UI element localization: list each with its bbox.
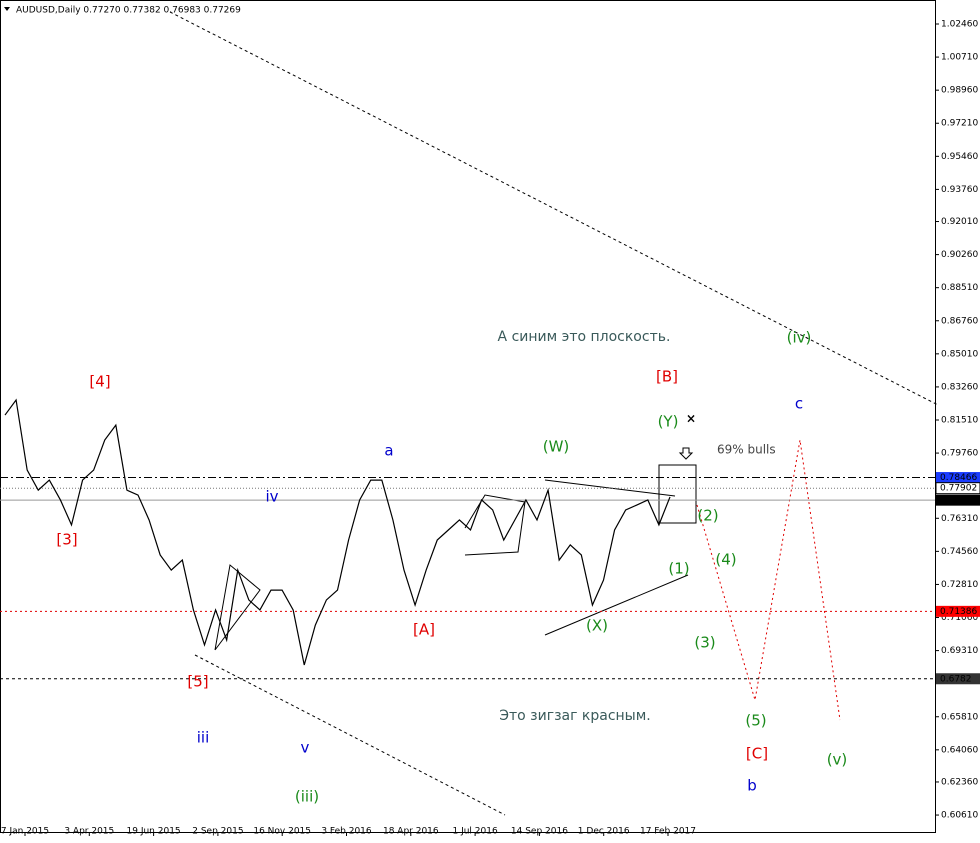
y-tick-label: 0.69310	[941, 646, 978, 656]
y-tick-label: 0.71060	[941, 613, 978, 623]
y-tick-label: 0.83260	[941, 382, 978, 392]
x-tick-label: 2 Sep 2015	[192, 827, 243, 837]
wave-label: iii	[197, 729, 210, 747]
y-tick-label: 0.95460	[941, 152, 978, 162]
price-tag	[935, 482, 980, 495]
x-tick-label: 3 Apr 2015	[64, 827, 114, 837]
trend-line	[194, 654, 506, 816]
wave-label: (1)	[668, 560, 689, 578]
y-tick-label: 0.76310	[941, 514, 978, 524]
x-tick-label: 18 Apr 2016	[383, 827, 439, 837]
price-tag	[936, 472, 980, 484]
x-tick-label: 1 Dec 2016	[578, 827, 630, 837]
wave-label: (v)	[827, 751, 848, 769]
y-tick-label: 0.88510	[941, 283, 978, 293]
wave-label: 69% bulls	[717, 443, 776, 457]
y-tick-label: 0.79760	[941, 449, 978, 459]
wave-label: [C]	[746, 745, 768, 763]
wave-label: (4)	[715, 551, 736, 569]
y-tick-label: 0.92010	[941, 217, 978, 227]
wave-label: Это зигзаг красным.	[499, 708, 651, 724]
wave-label: [B]	[656, 368, 678, 386]
price-tag	[936, 494, 980, 506]
x-tick-label: 1 Jul 2016	[452, 827, 497, 837]
price-tag-label: 0.77269	[940, 496, 977, 506]
price-tag	[936, 673, 980, 685]
wave-label: c	[795, 395, 803, 413]
x-tick-label: 16 Nov 2015	[253, 827, 311, 837]
x-tick-label: 14 Sep 2016	[511, 827, 568, 837]
y-tick-label: 0.85010	[941, 349, 978, 359]
x-tick-label: 19 Jun 2015	[127, 827, 181, 837]
wave-label: (iv)	[787, 329, 812, 347]
wave-label: b	[747, 777, 757, 795]
y-tick-label: 0.62360	[941, 777, 978, 787]
wave-label: А синим это плоскость.	[498, 329, 671, 345]
y-tick-label: 0.81510	[941, 415, 978, 425]
y-tick-label: 0.86760	[941, 316, 978, 326]
price-tag-label: 0.78466	[940, 473, 977, 483]
price-tag-label: 0.6782	[940, 674, 972, 684]
wave-label: v	[301, 739, 310, 757]
price-tag	[936, 605, 980, 617]
wave-label: (3)	[694, 634, 715, 652]
price-line	[4, 398, 671, 666]
projection	[696, 439, 841, 721]
price-tag-label: 0.77902	[940, 484, 977, 494]
y-tick-label: 0.98960	[941, 86, 978, 96]
box	[658, 464, 697, 524]
y-tick-label: 0.74560	[941, 547, 978, 557]
cross: ×	[686, 412, 696, 426]
y-tick-label: 0.97210	[941, 119, 978, 129]
wave-label: [A]	[413, 621, 435, 639]
price-tag-label: 0.71386	[940, 607, 977, 617]
y-tick-label: 0.90260	[941, 250, 978, 260]
x-tick-label: 3 Feb 2016	[321, 827, 372, 837]
wave-label: (X)	[586, 617, 608, 635]
menu-icon	[4, 7, 10, 11]
y-tick-label: 0.72810	[941, 580, 978, 590]
trend-line	[544, 574, 689, 636]
wave-label: (iii)	[295, 788, 319, 806]
wave-label: [5]	[187, 673, 208, 691]
wave-label: (W)	[543, 438, 570, 456]
wave-label: [4]	[89, 373, 110, 391]
wave-label: (5)	[745, 712, 766, 730]
y-tick-label: 0.65810	[941, 712, 978, 722]
x-tick-label: 17 Feb 2017	[640, 827, 696, 837]
wave-label: (2)	[697, 507, 718, 525]
chart-title: AUDUSD,Daily 0.77270 0.77382 0.76983 0.7…	[16, 6, 241, 16]
wave-label: [3]	[56, 531, 77, 549]
wave-label: a	[384, 442, 393, 460]
x-tick-label: 7 Jan 2015	[1, 827, 49, 837]
y-tick-label: 0.64060	[941, 745, 978, 755]
y-tick-label: 1.02460	[941, 20, 978, 30]
y-tick-label: 0.60610	[941, 811, 978, 821]
plot-frame	[0, 0, 936, 833]
y-tick-label: 0.93760	[941, 185, 978, 195]
arrow	[678, 447, 694, 460]
wave-label: iv	[265, 488, 278, 506]
y-tick-label: 1.00710	[941, 53, 978, 63]
wave-label: (Y)	[658, 413, 679, 431]
triangle	[214, 564, 261, 651]
